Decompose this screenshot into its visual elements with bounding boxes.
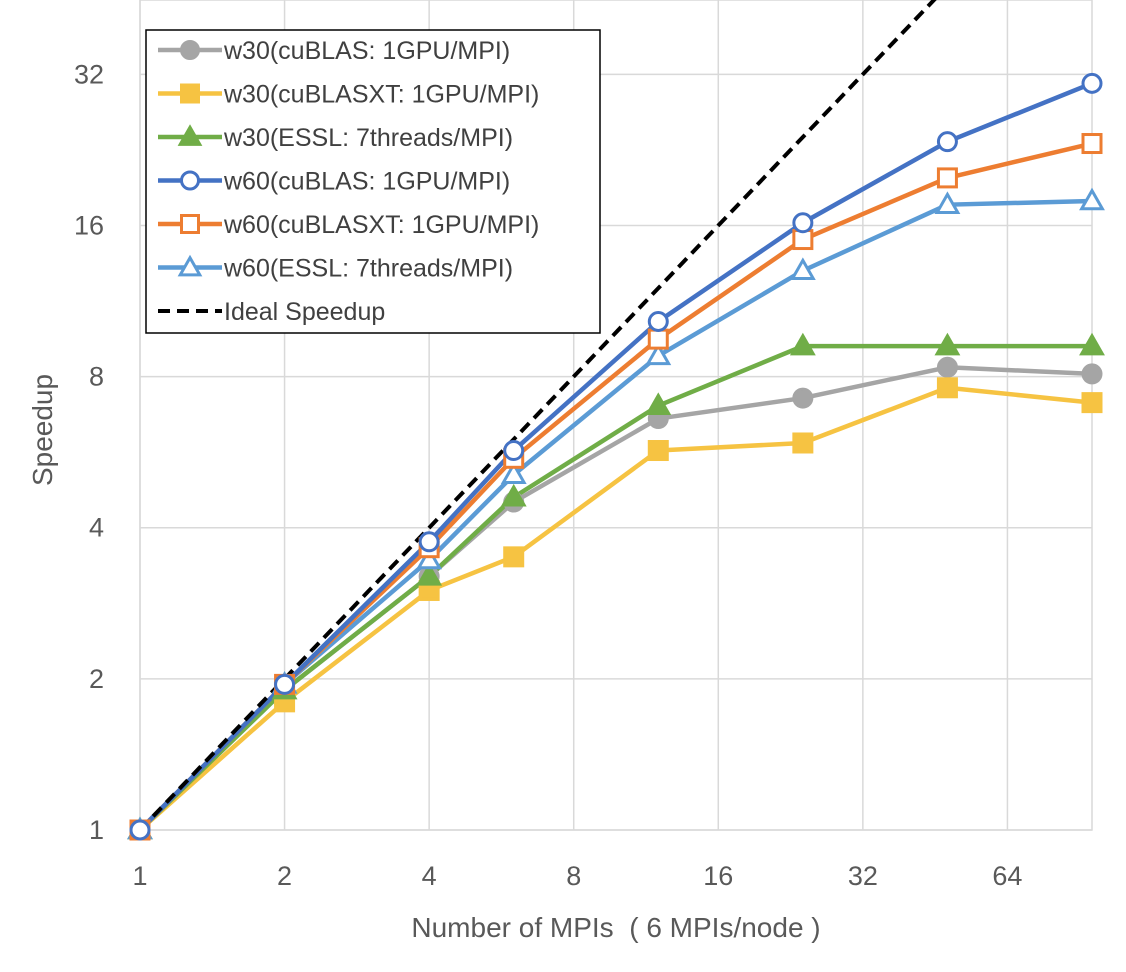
y-tick-label: 4 bbox=[89, 513, 104, 543]
data-point-w30-essl-7threads-mpi bbox=[789, 332, 816, 356]
legend-label-w30-cublas-1gpu-mpi: w30(cuBLAS: 1GPU/MPI) bbox=[223, 37, 510, 65]
y-tick-label: 16 bbox=[74, 210, 104, 240]
y-tick-label: 32 bbox=[74, 59, 104, 89]
x-tick-label: 2 bbox=[277, 861, 292, 891]
data-point-w60-cublas-1gpu-mpi bbox=[1081, 72, 1103, 94]
legend-marker-w30-cublasxt-1gpu-mpi bbox=[180, 83, 200, 104]
data-point-w60-cublas-1gpu-mpi bbox=[936, 131, 958, 153]
y-tick-label: 8 bbox=[89, 362, 104, 392]
data-point-w60-cublas-1gpu-mpi bbox=[129, 819, 151, 841]
legend-marker-w60-cublasxt-1gpu-mpi bbox=[180, 214, 200, 234]
data-point-w30-cublas-1gpu-mpi bbox=[936, 356, 958, 378]
data-point-w60-cublasxt-1gpu-mpi bbox=[647, 328, 669, 350]
data-point-w60-essl-7threads-mpi bbox=[789, 257, 816, 281]
data-point-w30-cublas-1gpu-mpi bbox=[1081, 363, 1103, 385]
data-point-w60-essl-7threads-mpi bbox=[934, 191, 961, 214]
data-point-w30-cublas-1gpu-mpi bbox=[792, 387, 814, 409]
data-point-w30-cublasxt-1gpu-mpi bbox=[792, 432, 814, 454]
data-point-w60-essl-7threads-mpi bbox=[416, 546, 443, 570]
legend: w30(cuBLAS: 1GPU/MPI) w30(cuBLASXT: 1GPU/… bbox=[145, 29, 601, 334]
series-line-w60-cublas-1gpu-mpi bbox=[140, 81, 1092, 830]
series-line-w30-essl-7threads-mpi bbox=[140, 343, 1092, 830]
data-point-w60-cublasxt-1gpu-mpi bbox=[1081, 133, 1103, 155]
data-point-w30-cublasxt-1gpu-mpi bbox=[503, 546, 525, 568]
legend-label-w30-cublasxt-1gpu-mpi: w30(cuBLASXT: 1GPU/MPI) bbox=[223, 81, 539, 109]
y-axis-title: Speedup bbox=[27, 374, 58, 486]
data-point-w60-essl-7threads-mpi bbox=[1079, 187, 1105, 211]
data-point-w60-essl-7threads-mpi bbox=[500, 461, 527, 485]
x-tick-label: 16 bbox=[703, 861, 733, 891]
data-point-w60-cublasxt-1gpu-mpi bbox=[936, 167, 958, 189]
data-point-w30-cublasxt-1gpu-mpi bbox=[1081, 392, 1103, 414]
x-tick-label: 8 bbox=[566, 861, 581, 891]
legend-label-w60-cublas-1gpu-mpi: w60(cuBLAS: 1GPU/MPI) bbox=[223, 168, 510, 196]
marker-layer bbox=[127, 72, 1105, 841]
legend-marker-w60-cublas-1gpu-mpi bbox=[180, 170, 200, 191]
legend-label-w60-essl-7threads-mpi: w60(ESSL: 7threads/MPI) bbox=[223, 255, 513, 283]
legend-marker-w30-essl-7threads-mpi bbox=[177, 124, 203, 146]
series-line-w30-cublas-1gpu-mpi bbox=[140, 365, 1092, 830]
data-point-w60-cublas-1gpu-mpi bbox=[274, 673, 296, 695]
legend-label-ideal-speedup: Ideal Speedup bbox=[224, 298, 385, 326]
data-point-w30-essl-7threads-mpi bbox=[1079, 332, 1105, 356]
data-point-w30-cublasxt-1gpu-mpi bbox=[647, 440, 669, 462]
x-tick-label: 1 bbox=[132, 861, 147, 891]
data-point-w30-essl-7threads-mpi bbox=[934, 332, 961, 356]
data-point-w60-essl-7threads-mpi bbox=[645, 342, 672, 366]
y-tick-label: 1 bbox=[89, 815, 104, 845]
legend-marker-w30-cublas-1gpu-mpi bbox=[180, 40, 200, 60]
data-point-w30-essl-7threads-mpi bbox=[416, 563, 443, 586]
data-point-w60-cublas-1gpu-mpi bbox=[418, 531, 440, 553]
data-point-w30-essl-7threads-mpi bbox=[645, 392, 672, 415]
x-tick-label: 64 bbox=[992, 861, 1022, 891]
x-tick-label: 32 bbox=[848, 861, 878, 891]
tick-labels: 1 2 4 8 16 32 64 1 2 4 8 16 32 bbox=[74, 59, 1023, 891]
y-tick-label: 2 bbox=[89, 664, 104, 694]
legend-label-w30-essl-7threads-mpi: w30(ESSL: 7threads/MPI) bbox=[223, 124, 513, 152]
data-point-w60-cublas-1gpu-mpi bbox=[792, 212, 814, 234]
data-point-w60-cublas-1gpu-mpi bbox=[503, 440, 525, 462]
data-point-w30-essl-7threads-mpi bbox=[500, 483, 527, 507]
series-line-w30-cublasxt-1gpu-mpi bbox=[140, 385, 1092, 830]
x-axis-title: Number of MPIs ( 6 MPIs/node ) bbox=[411, 912, 820, 943]
data-point-w30-cublasxt-1gpu-mpi bbox=[936, 377, 958, 399]
data-point-w60-cublas-1gpu-mpi bbox=[647, 311, 669, 333]
legend-marker-w60-essl-7threads-mpi bbox=[177, 254, 203, 277]
legend-label-w60-cublasxt-1gpu-mpi: w60(cuBLASXT: 1GPU/MPI) bbox=[223, 211, 539, 239]
plot-area-border bbox=[139, 0, 1093, 831]
x-tick-label: 4 bbox=[422, 861, 437, 891]
